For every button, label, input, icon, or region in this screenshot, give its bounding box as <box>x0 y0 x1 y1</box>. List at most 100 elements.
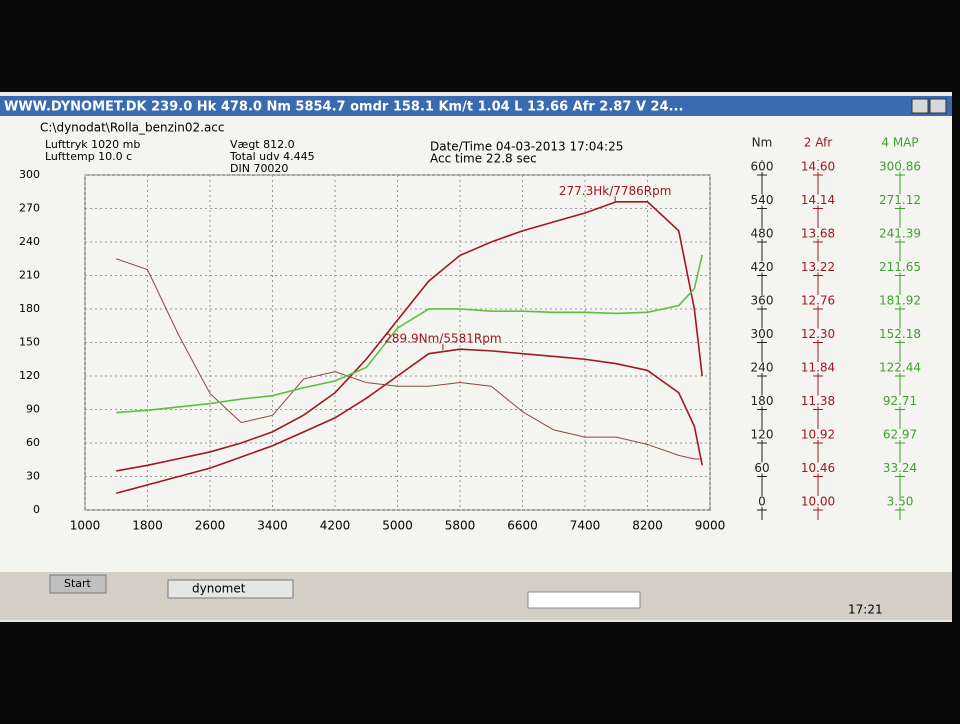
curve <box>116 348 703 495</box>
tick-label-bg <box>738 161 786 172</box>
tick-label-bg <box>876 395 924 407</box>
tick-label: 152.18 <box>879 327 921 341</box>
tick-label-bg <box>738 328 786 340</box>
tick-label-bg <box>738 261 786 273</box>
tick-label-bg <box>738 429 786 440</box>
chart: 1000 1800 2600 3400 4200 5000 5800 6600 7400 8200… <box>19 136 924 533</box>
tick-label: 10.00 <box>801 495 835 509</box>
axis-label: 2 Afr <box>804 136 832 150</box>
tick-label: 92.71 <box>883 394 917 408</box>
y-tick-label: 270 <box>19 202 40 215</box>
info: Vægt 812.0 <box>230 138 295 151</box>
info: Acc time 22.8 sec <box>430 152 537 166</box>
tick-label: 300 <box>751 327 774 341</box>
tick-label-bg <box>794 362 842 373</box>
tick-label-bg <box>794 161 842 172</box>
x-tick-label: 9000 <box>695 519 726 533</box>
tick-label-bg <box>876 328 924 340</box>
tick-label: 11.84 <box>801 361 835 375</box>
tick-label-bg <box>738 362 786 373</box>
tick-label: 12.76 <box>801 294 835 308</box>
y-tick-label: 150 <box>19 336 40 349</box>
curve <box>116 254 703 414</box>
x-tick-label: 7400 <box>570 519 601 533</box>
tick-label: 300.86 <box>879 160 921 174</box>
tick-label: 360 <box>751 294 774 308</box>
close-button[interactable] <box>929 98 947 114</box>
tick-label-bg <box>794 462 842 474</box>
start-button[interactable] <box>49 574 107 594</box>
tick-label-bg <box>794 194 842 206</box>
annotation: 277.3Hk/7786Rpm <box>559 184 672 198</box>
tick-label: 0 <box>758 495 766 509</box>
tick-label: 60 <box>754 461 769 475</box>
tick-label: 420 <box>751 260 774 274</box>
x-tick-label: 6600 <box>507 519 538 533</box>
start-label: Start <box>64 577 92 590</box>
taskbar-app[interactable] <box>167 579 294 599</box>
tick-label-bg <box>876 294 924 306</box>
tick-label-bg <box>794 228 842 239</box>
tick-label: 211.65 <box>879 260 921 274</box>
tick-label: 180 <box>751 394 774 408</box>
info: Total udv 4.445 <box>229 150 315 163</box>
tick-label-bg <box>794 295 842 306</box>
taskbar <box>0 572 952 620</box>
tick-label: 10.92 <box>801 428 835 442</box>
y-tick-label: 90 <box>26 403 40 416</box>
y-tick-label: 30 <box>26 470 40 483</box>
axis-label: Nm <box>752 136 773 150</box>
app-label: dynomet <box>192 582 246 596</box>
restore-button[interactable] <box>911 98 929 114</box>
curve <box>116 258 703 460</box>
tick-label-bg <box>738 194 786 206</box>
curve <box>116 201 703 472</box>
y-tick-label: 60 <box>26 436 40 449</box>
tick-label-bg <box>738 462 786 474</box>
info: Lufttryk 1020 mb <box>45 138 140 151</box>
x-tick-label: 1000 <box>70 519 101 533</box>
y-tick-label: 120 <box>19 369 40 382</box>
tick-label-bg <box>738 295 786 306</box>
tick-label-bg <box>876 227 924 239</box>
tick-label: 480 <box>751 227 774 241</box>
tick-label-bg <box>876 429 924 441</box>
tick-label: 120 <box>751 428 774 442</box>
tick-label-bg <box>794 496 842 507</box>
y-tick-label: 210 <box>19 269 40 282</box>
clock: 17:21 <box>848 603 883 617</box>
window-title: WWW.DYNOMET.DK 239.0 Hk 478.0 Nm 5854.7 … <box>4 100 683 115</box>
search-box[interactable] <box>527 591 641 609</box>
x-tick-label: 8200 <box>632 519 663 533</box>
axis-label: 4 MAP <box>881 136 918 150</box>
tick-label: 33.24 <box>883 461 917 475</box>
info: Lufttemp 10.0 c <box>45 150 132 163</box>
tick-label: 10.46 <box>801 461 835 475</box>
window-body <box>0 116 952 572</box>
tick-label-bg <box>738 496 786 507</box>
info: DIN 70020 <box>230 162 288 175</box>
tick-label: 14.60 <box>801 160 835 174</box>
tick-label: 600 <box>751 160 774 174</box>
tick-label-bg <box>876 194 924 206</box>
info: Date/Time 04-03-2013 17:04:25 <box>430 140 623 154</box>
tick-label-bg <box>794 429 842 440</box>
x-tick-label: 5800 <box>445 519 476 533</box>
tick-label-bg <box>794 328 842 340</box>
tick-label-bg <box>876 161 924 172</box>
y-tick-label: 0 <box>33 503 40 516</box>
tick-label: 14.14 <box>801 193 835 207</box>
x-tick-label: 1800 <box>132 519 163 533</box>
x-tick-label: 3400 <box>257 519 288 533</box>
tick-label: 3.50 <box>887 495 914 509</box>
x-tick-label: 4200 <box>320 519 351 533</box>
tick-label: 240 <box>751 361 774 375</box>
x-tick-label: 2600 <box>195 519 226 533</box>
y-tick-label: 180 <box>19 302 40 315</box>
tick-label-bg <box>876 362 924 374</box>
y-tick-label: 300 <box>19 168 40 181</box>
title-bar <box>0 96 952 116</box>
tick-label: 13.22 <box>801 260 835 274</box>
